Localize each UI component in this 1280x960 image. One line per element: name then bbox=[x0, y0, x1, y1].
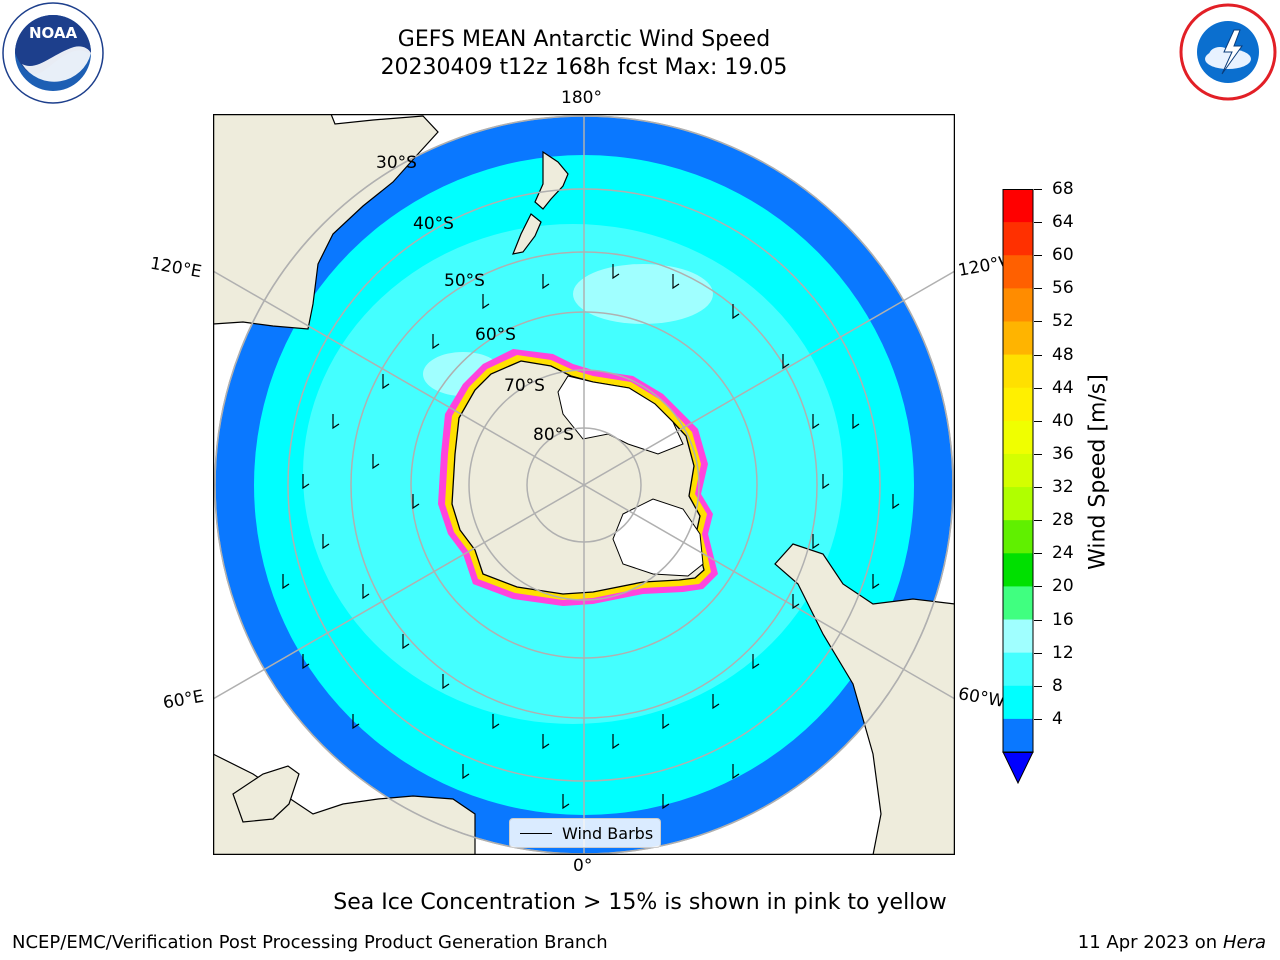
title-line1: GEFS MEAN Antarctic Wind Speed bbox=[397, 27, 771, 52]
wind-barb-legend-line bbox=[520, 832, 552, 834]
lon-label-0: 0° bbox=[573, 856, 593, 876]
colorbar bbox=[1002, 189, 1034, 785]
lat-label-60s: 60°S bbox=[475, 325, 516, 345]
colorbar-tick-label: 68 bbox=[1052, 179, 1074, 199]
colorbar-tick-mark bbox=[1034, 453, 1042, 455]
colorbar-tick-label: 48 bbox=[1052, 344, 1074, 365]
new-zealand-land bbox=[512, 150, 569, 255]
colorbar-tick-label: 16 bbox=[1052, 609, 1074, 630]
colorbar-tick-mark bbox=[1034, 652, 1042, 654]
colorbar-outline bbox=[1002, 189, 1034, 753]
colorbar-tick-mark bbox=[1034, 685, 1042, 687]
colorbar-tick-label: 4 bbox=[1052, 708, 1063, 729]
colorbar-tick-label: 60 bbox=[1052, 245, 1074, 266]
colorbar-tick-label: 64 bbox=[1052, 212, 1074, 233]
colorbar-segment bbox=[1003, 718, 1033, 753]
title-line2: 20230409 t12z 168h fcst Max: 19.05 bbox=[380, 55, 788, 80]
colorbar-segment bbox=[1003, 553, 1033, 587]
colorbar-tick-mark bbox=[1034, 487, 1042, 489]
wind-barbs bbox=[282, 264, 900, 810]
colorbar-segment bbox=[1003, 453, 1033, 488]
footer-right: 11 Apr 2023 on Hera bbox=[1078, 932, 1266, 953]
colorbar-segment bbox=[1003, 586, 1033, 621]
lon-label-180: 180° bbox=[561, 88, 602, 108]
colorbar-tick-label: 32 bbox=[1052, 477, 1074, 498]
colorbar-segment bbox=[1003, 354, 1033, 389]
colorbar-tick-mark bbox=[1034, 586, 1042, 588]
colorbar-segment bbox=[1003, 652, 1033, 687]
map-panel bbox=[212, 113, 956, 856]
lat-label-80s: 80°S bbox=[533, 425, 574, 445]
madagascar-land bbox=[232, 765, 300, 823]
colorbar-segment bbox=[1003, 420, 1033, 455]
footer-host: Hera bbox=[1222, 932, 1266, 953]
colorbar-tick-label: 36 bbox=[1052, 443, 1074, 464]
lon-label-120e: 120°E bbox=[148, 253, 204, 283]
lat-label-70s: 70°S bbox=[504, 376, 545, 396]
colorbar-tick-label: 24 bbox=[1052, 543, 1074, 564]
colorbar-tick-mark bbox=[1034, 420, 1042, 422]
lat-label-50s: 50°S bbox=[444, 271, 485, 291]
colorbar-tick-label: 40 bbox=[1052, 410, 1074, 431]
colorbar-segment bbox=[1003, 189, 1033, 223]
colorbar-tick-mark bbox=[1034, 553, 1042, 555]
colorbar-segment bbox=[1003, 222, 1033, 256]
ross-ice-shelf bbox=[557, 375, 684, 455]
colorbar-tick-label: 8 bbox=[1052, 675, 1063, 696]
colorbar-segment bbox=[1003, 619, 1033, 654]
sea-ice-caption: Sea Ice Concentration > 15% is shown in … bbox=[333, 890, 947, 915]
colorbar-extend-triangle bbox=[1002, 751, 1034, 785]
colorbar-tick-mark bbox=[1034, 718, 1042, 720]
colorbar-tick-mark bbox=[1034, 520, 1042, 522]
ronne-ice-shelf bbox=[612, 498, 704, 577]
colorbar-tick-label: 52 bbox=[1052, 311, 1074, 332]
colorbar-tick-mark bbox=[1034, 255, 1042, 257]
noaa-logo-text: NOAA bbox=[29, 24, 78, 42]
wind-field-16-20 bbox=[573, 264, 713, 324]
lat-label-40s: 40°S bbox=[413, 214, 454, 234]
colorbar-tick-label: 12 bbox=[1052, 642, 1074, 663]
colorbar-tick-mark bbox=[1034, 189, 1042, 190]
colorbar-tick-label: 44 bbox=[1052, 377, 1074, 398]
footer-left: NCEP/EMC/Verification Post Processing Pr… bbox=[12, 932, 608, 953]
map-legend: Wind Barbs bbox=[509, 818, 661, 848]
colorbar-label: Wind Speed [m/s] bbox=[1085, 374, 1111, 570]
colorbar-tick-mark bbox=[1034, 321, 1042, 323]
colorbar-segment bbox=[1003, 387, 1033, 422]
colorbar-segment bbox=[1003, 255, 1033, 289]
colorbar-segment bbox=[1003, 288, 1033, 322]
colorbar-segment bbox=[1003, 520, 1033, 554]
colorbar-tick-label: 56 bbox=[1052, 278, 1074, 299]
noaa-logo: NOAA bbox=[2, 2, 104, 104]
colorbar-tick-mark bbox=[1034, 288, 1042, 290]
nws-logo bbox=[1178, 2, 1278, 102]
colorbar-tick-mark bbox=[1034, 354, 1042, 356]
colorbar-segment bbox=[1003, 321, 1033, 356]
lon-label-60e: 60°E bbox=[161, 686, 206, 714]
colorbar-segment bbox=[1003, 487, 1033, 521]
colorbar-tick-mark bbox=[1034, 222, 1042, 224]
legend-label: Wind Barbs bbox=[562, 823, 654, 843]
lat-label-30s: 30°S bbox=[376, 153, 417, 173]
colorbar-tick-label: 20 bbox=[1052, 576, 1074, 597]
footer-date: 11 Apr 2023 on bbox=[1077, 932, 1223, 953]
colorbar-segment bbox=[1003, 685, 1033, 720]
colorbar-tick-label: 28 bbox=[1052, 510, 1074, 531]
colorbar-tick-mark bbox=[1034, 619, 1042, 621]
colorbar-tick-mark bbox=[1034, 387, 1042, 389]
lon-label-60w: 60°W bbox=[956, 684, 1007, 712]
